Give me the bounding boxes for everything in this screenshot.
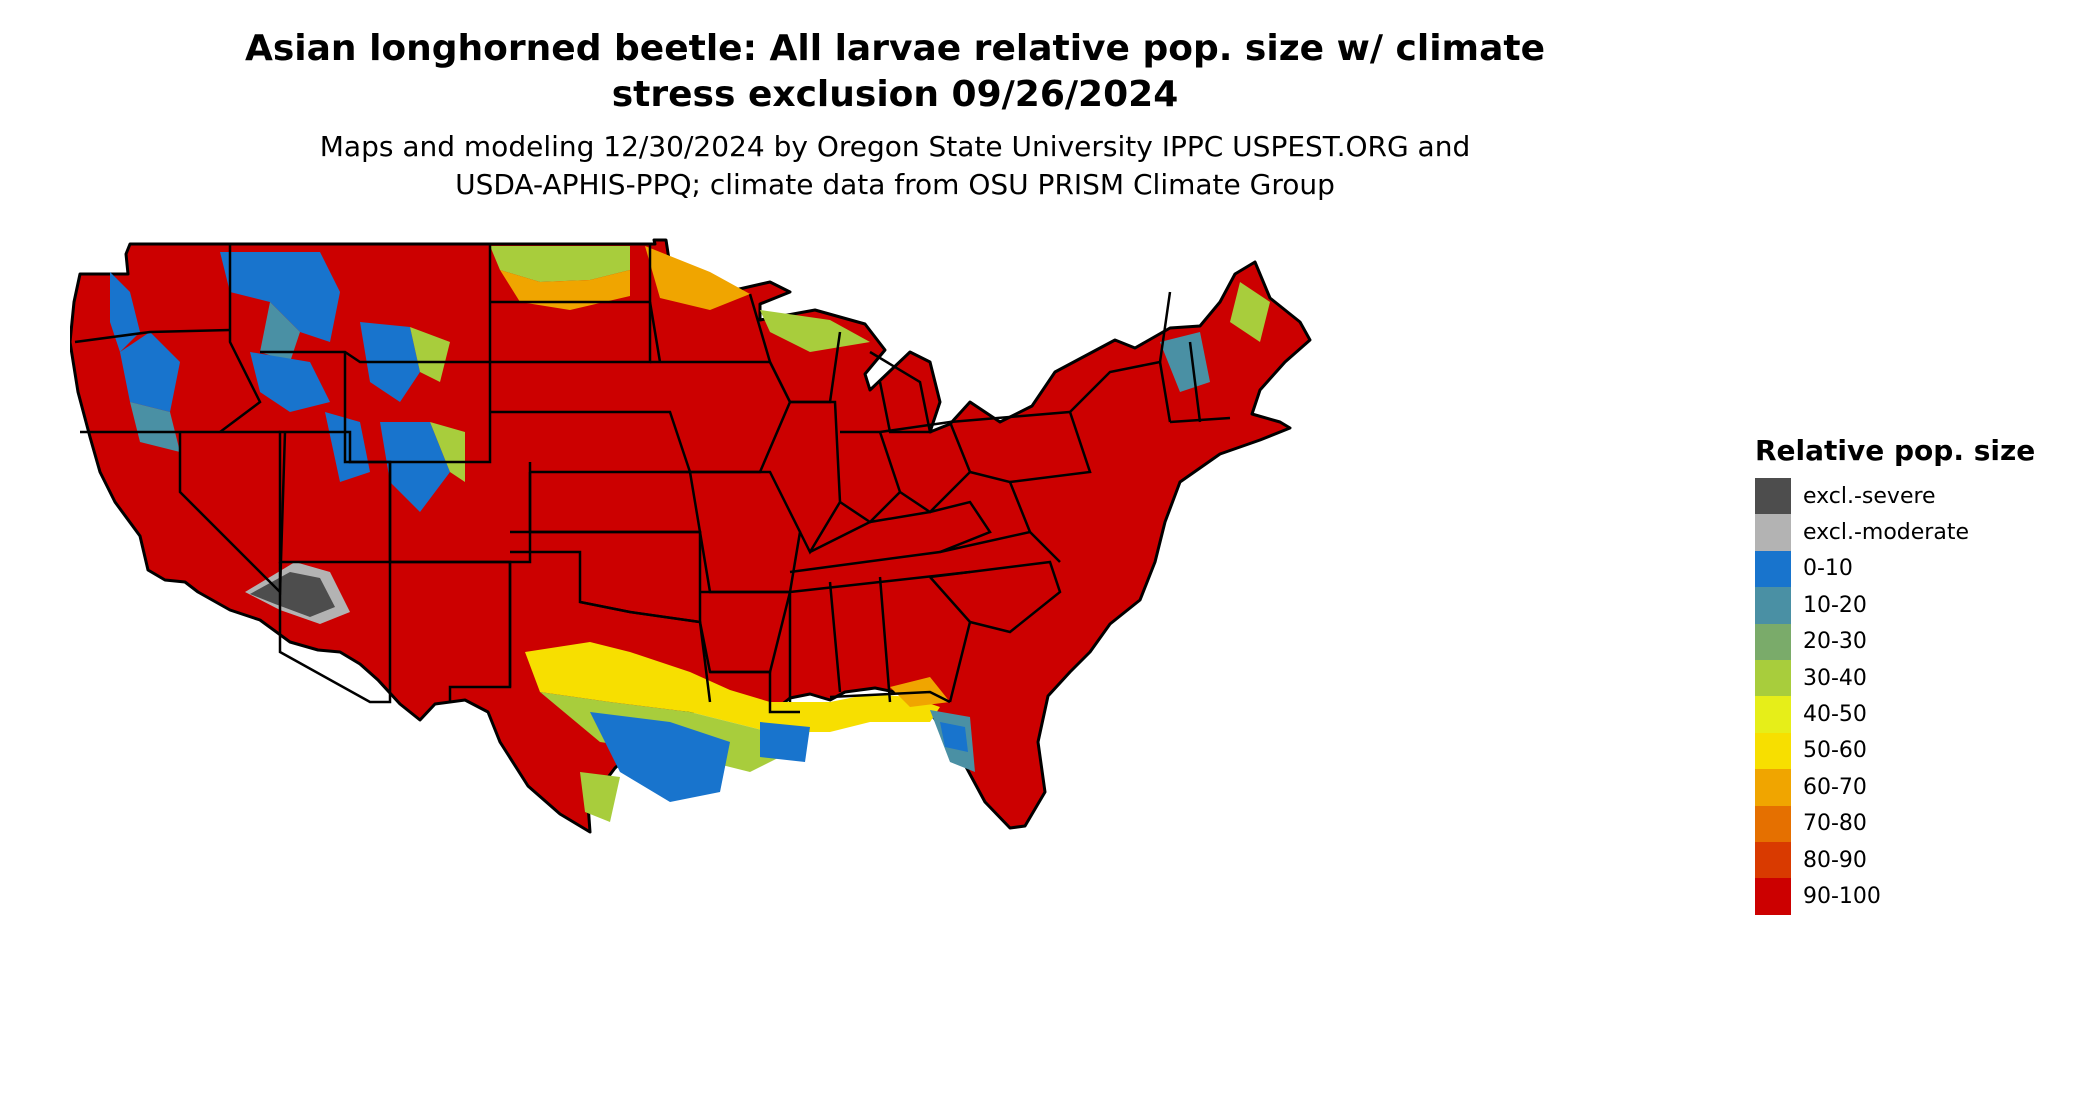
legend-item: 10-20 [1755,587,2085,624]
legend-item: excl.-severe [1755,478,2085,515]
zone-10-20-cascades [130,402,180,452]
legend-label: excl.-severe [1803,483,1936,509]
legend-item: 70-80 [1755,805,2085,842]
legend-item: 60-70 [1755,769,2085,806]
zone-0-10-pnw [110,272,140,352]
legend-swatch [1755,550,1791,588]
zone-0-10-montana [250,352,330,412]
zone-0-10-colorado [380,422,450,512]
zone-40-50-dakota [490,246,630,282]
legend-item: 50-60 [1755,732,2085,770]
zone-0-10-idaho [220,252,340,342]
legend-label: 30-40 [1803,665,1867,691]
legend-swatch [1755,732,1791,770]
boundary-louisiana [710,670,800,714]
map-subtitle-line2: USDA-APHIS-PPQ; climate data from OSU PR… [455,168,1335,201]
us-map [70,238,1312,834]
legend-item: 30-40 [1755,659,2085,697]
legend-item: 0-10 [1755,550,2085,588]
legend-label: 20-30 [1803,629,1867,655]
legend-label: 0-10 [1803,556,1853,582]
boundary-missouri [690,470,802,594]
legend-label: 70-80 [1803,811,1867,837]
zone-30-40-wyoming [410,327,450,382]
legend-swatch [1755,878,1791,915]
zone-10-20-newengland [1160,332,1210,392]
legend-items: excl.-severe excl.-moderate 0-10 10-20 20-30… [1755,478,2085,915]
legend-swatch [1755,769,1791,806]
legend-item: 20-30 [1755,623,2085,660]
zone-10-20-idaho [260,302,300,362]
boundary-new-england [1158,291,1231,424]
legend-swatch [1755,587,1791,624]
boundary-carolinas [929,560,1062,634]
legend-label: 10-20 [1803,592,1867,618]
legend-item: excl.-moderate [1755,514,2085,551]
zone-0-10-florida [940,722,968,752]
map-subtitle-line1: Maps and modeling 12/30/2024 by Oregon S… [319,130,1471,163]
boundary-idaho [219,244,262,433]
map-title-line2: stress exclusion 09/26/2024 [611,74,1179,115]
legend-swatch [1755,696,1791,733]
map-title-line1: Asian longhorned beetle: All larvae rela… [245,28,1545,69]
legend-label: 50-60 [1803,738,1867,764]
boundary-nevada [178,431,287,595]
zone-30-40-south-texas [580,772,620,822]
legend-item: 40-50 [1755,696,2085,733]
zone-0-10-cascades [120,332,180,412]
boundary-pennsylvania-ny [949,360,1172,484]
zone-30-40-maine [1230,282,1270,342]
zone-0-10-texas [590,712,730,802]
state-boundaries [74,244,1231,714]
legend-label: 80-90 [1803,847,1867,873]
zone-30-40-wisconsin [760,310,870,352]
zone-60-70-dakota [500,270,630,310]
zone-30-40-colorado [430,422,465,482]
boundary-michigan [869,350,932,434]
boundary-mississippi-alabama [788,576,892,703]
boundary-arizona [278,562,392,704]
boundary-wa-or [74,328,231,344]
legend-swatch [1755,805,1791,842]
legend-swatch [1755,841,1791,879]
legend-label: excl.-moderate [1803,520,1969,546]
legend-item: 80-90 [1755,841,2085,879]
legend-swatch [1755,514,1791,551]
legend-swatch [1755,659,1791,697]
map-legend: Relative pop. size excl.-severe excl.-mod… [1755,434,2085,915]
zone-0-10-louisiana [760,722,810,762]
boundary-montana [260,244,492,364]
map-subtitle: Maps and modeling 12/30/2024 by Oregon S… [100,128,1690,204]
legend-swatch [1755,623,1791,660]
map-title: Asian longhorned beetle: All larvae rela… [100,26,1690,118]
legend-label: 90-100 [1803,883,1881,909]
boundary-texas [508,562,712,703]
zone-0-10-utah [325,412,370,482]
legend-item: 90-100 [1755,878,2085,915]
legend-swatch [1755,478,1791,515]
legend-label: 60-70 [1803,774,1867,800]
legend-title: Relative pop. size [1755,434,2036,467]
boundary-nebraska [490,410,692,474]
zone-60-70-minnesota [645,246,750,310]
zone-50-60-gulf [525,642,940,732]
legend-label: 40-50 [1803,702,1867,728]
